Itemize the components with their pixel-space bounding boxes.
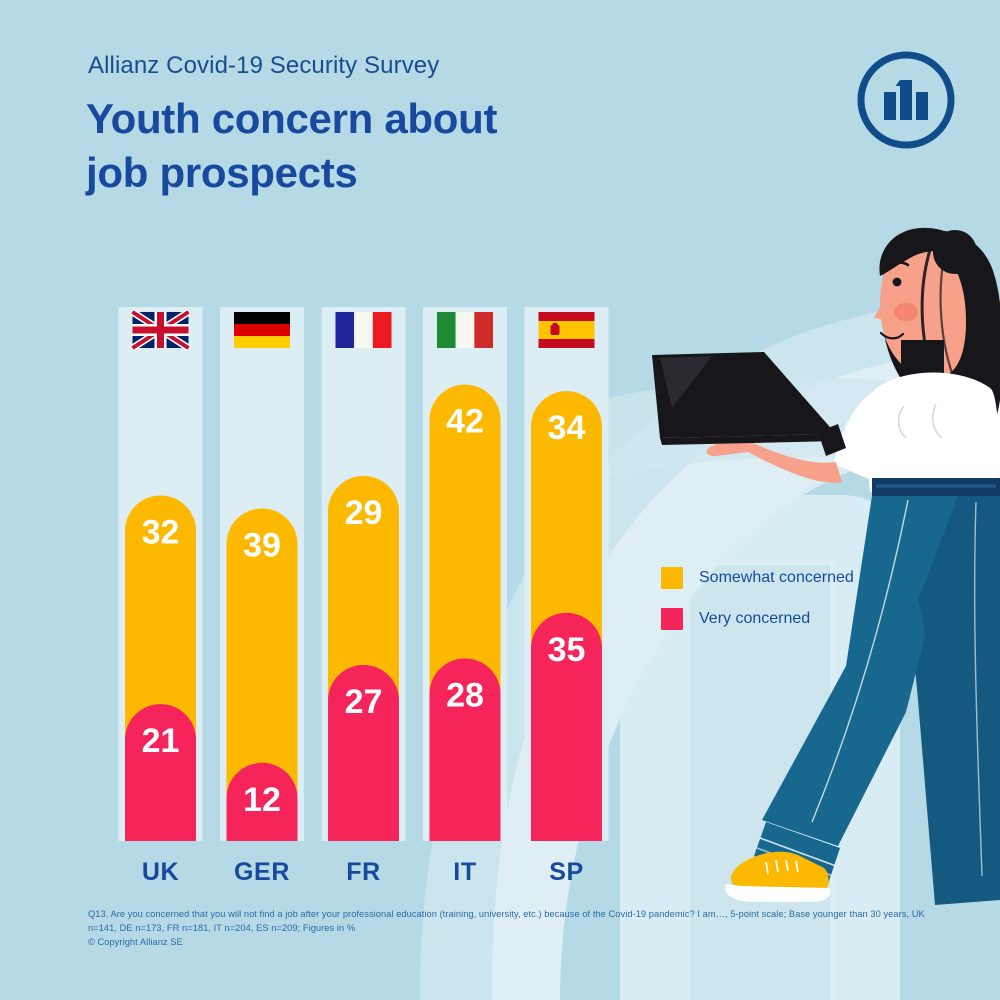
eyebrow-text: Allianz Covid-19 Security Survey	[88, 52, 440, 79]
bar-value-somewhat: 42	[446, 403, 484, 441]
bar-value-very: 28	[446, 676, 484, 714]
chart-legend: Somewhat concerned Very concerned	[661, 567, 891, 649]
legend-item-very[interactable]: Very concerned	[661, 608, 891, 630]
flag-france-icon	[335, 312, 392, 348]
flag-uk-icon	[133, 312, 189, 348]
footnote-line-3: © Copyright Allianz SE	[88, 937, 183, 948]
bar-value-very: 35	[548, 631, 586, 669]
category-label-sp: SP	[549, 858, 584, 886]
legend-swatch-somewhat	[661, 567, 683, 589]
bar-value-very: 12	[243, 781, 281, 819]
page-title: Youth concern about job prospects	[86, 95, 498, 196]
legend-label-somewhat: Somewhat concerned	[699, 569, 854, 586]
category-label-uk: UK	[142, 858, 179, 886]
legend-swatch-very	[661, 608, 683, 630]
legend-item-somewhat[interactable]: Somewhat concerned	[661, 567, 891, 589]
flag-germany-icon	[234, 312, 290, 348]
bar-value-somewhat: 34	[548, 409, 586, 447]
bar-segment-somewhat[interactable]	[226, 508, 298, 841]
allianz-logo-icon	[857, 51, 955, 149]
category-label-fr: FR	[346, 858, 381, 886]
legend-label-very: Very concerned	[699, 610, 811, 627]
bar-segment-very[interactable]	[125, 704, 196, 841]
flag-spain-icon	[538, 312, 595, 348]
bar-value-somewhat: 32	[142, 513, 180, 551]
footnote: Q13. Are you concerned that you will not…	[88, 907, 925, 949]
category-label-it: IT	[453, 858, 476, 886]
category-label-ger: GER	[234, 858, 290, 886]
bar-value-very: 27	[345, 683, 383, 721]
bar-value-very: 21	[142, 722, 180, 760]
flag-italy-icon	[437, 312, 493, 348]
bar-value-somewhat: 39	[243, 526, 281, 564]
bar-segment-very[interactable]	[531, 612, 602, 841]
bar-value-somewhat: 29	[345, 494, 383, 532]
footnote-line-1: Q13. Are you concerned that you will not…	[88, 909, 925, 919]
bar-segment-very[interactable]	[226, 762, 298, 841]
footnote-line-2: n=141, DE n=173, FR n=181, IT n=204, ES …	[88, 923, 356, 934]
bar-segment-very[interactable]	[328, 664, 399, 841]
bar-segment-very[interactable]	[429, 658, 501, 841]
